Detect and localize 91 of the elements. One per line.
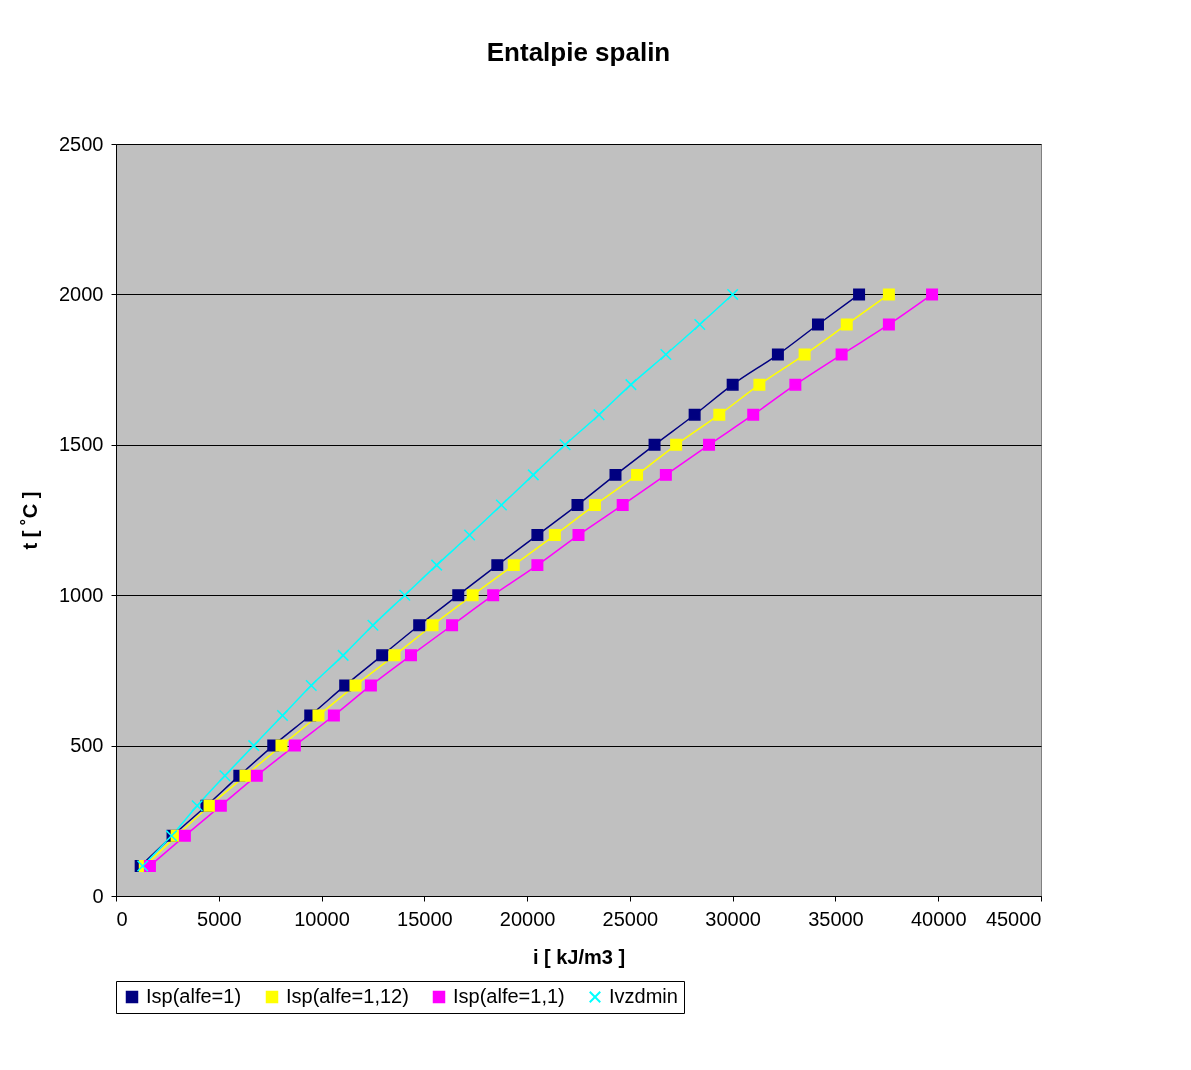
point xyxy=(548,529,561,542)
point xyxy=(426,619,439,632)
point xyxy=(495,498,508,511)
point xyxy=(798,348,811,361)
point xyxy=(276,709,289,722)
point xyxy=(688,408,701,421)
point xyxy=(376,649,389,662)
point xyxy=(388,649,401,662)
point xyxy=(527,468,540,481)
point xyxy=(288,739,301,752)
point xyxy=(789,378,802,391)
point xyxy=(713,408,726,421)
point xyxy=(559,438,572,451)
point xyxy=(491,559,504,572)
point xyxy=(178,829,191,842)
point xyxy=(239,769,252,782)
chart-title: Entalpie spalin xyxy=(486,37,671,67)
legend-label: Isp(alfe=1) xyxy=(146,985,242,1007)
x-tick-label: 5000 xyxy=(197,907,242,930)
point xyxy=(413,619,426,632)
point xyxy=(366,619,379,632)
y-tick-label: 500 xyxy=(70,734,104,757)
point xyxy=(726,378,739,391)
x-tick-label: 40000 xyxy=(910,907,967,930)
y-tick-label: 1500 xyxy=(59,433,104,456)
point xyxy=(593,408,606,421)
x-tick-label: 30000 xyxy=(705,907,761,930)
point xyxy=(853,288,866,301)
point xyxy=(446,619,459,632)
point xyxy=(327,709,340,722)
x-tick-label: 25000 xyxy=(602,907,659,930)
point xyxy=(693,318,706,331)
x-axis-title: i [ kJ/m3 ] xyxy=(532,945,626,968)
y-axis-title: t [ ˚C ] xyxy=(19,491,42,550)
point xyxy=(337,649,350,662)
x-tick-label: 45000 xyxy=(985,907,1042,930)
point xyxy=(305,679,318,692)
point xyxy=(659,468,672,481)
point xyxy=(835,348,848,361)
point xyxy=(811,318,824,331)
point xyxy=(507,559,520,572)
point xyxy=(882,288,895,301)
point xyxy=(218,769,231,782)
legend-label: Isp(alfe=1,12) xyxy=(286,985,409,1007)
point xyxy=(275,739,288,752)
point xyxy=(616,498,629,511)
point xyxy=(588,498,601,511)
point xyxy=(609,468,622,481)
point xyxy=(398,589,411,602)
point xyxy=(771,348,784,361)
point xyxy=(452,589,465,602)
point xyxy=(631,468,644,481)
point xyxy=(487,589,500,602)
legend-label: Ivzdmin xyxy=(609,985,678,1007)
point xyxy=(840,318,853,331)
point xyxy=(247,739,260,752)
x-tick-label: 10000 xyxy=(294,907,350,930)
point xyxy=(753,378,766,391)
point xyxy=(726,288,739,301)
point xyxy=(624,378,637,391)
point xyxy=(191,799,204,812)
point xyxy=(466,589,479,602)
point xyxy=(670,438,683,451)
x-tick-label: 15000 xyxy=(397,907,453,930)
x-tick-label: 35000 xyxy=(808,907,864,930)
y-tick-label: 1000 xyxy=(59,583,104,606)
point xyxy=(364,679,377,692)
x-tick-label: 20000 xyxy=(499,907,556,930)
point xyxy=(703,438,716,451)
x-tick-label: 0 xyxy=(116,907,128,930)
point xyxy=(430,559,443,572)
y-tick-label: 2500 xyxy=(59,132,104,155)
y-tick-label: 2000 xyxy=(59,282,104,305)
point xyxy=(571,498,584,511)
y-tick-label: 0 xyxy=(92,884,104,907)
point xyxy=(659,348,672,361)
point xyxy=(747,408,760,421)
point xyxy=(404,649,417,662)
point xyxy=(572,529,585,542)
point xyxy=(143,859,156,872)
point xyxy=(926,288,939,301)
point xyxy=(531,529,544,542)
point xyxy=(312,709,325,722)
point xyxy=(648,438,661,451)
point xyxy=(531,559,544,572)
point xyxy=(463,529,476,542)
point xyxy=(882,318,895,331)
point xyxy=(214,799,227,812)
legend-label: Isp(alfe=1,1) xyxy=(453,985,565,1007)
point xyxy=(250,769,263,782)
point xyxy=(349,679,362,692)
